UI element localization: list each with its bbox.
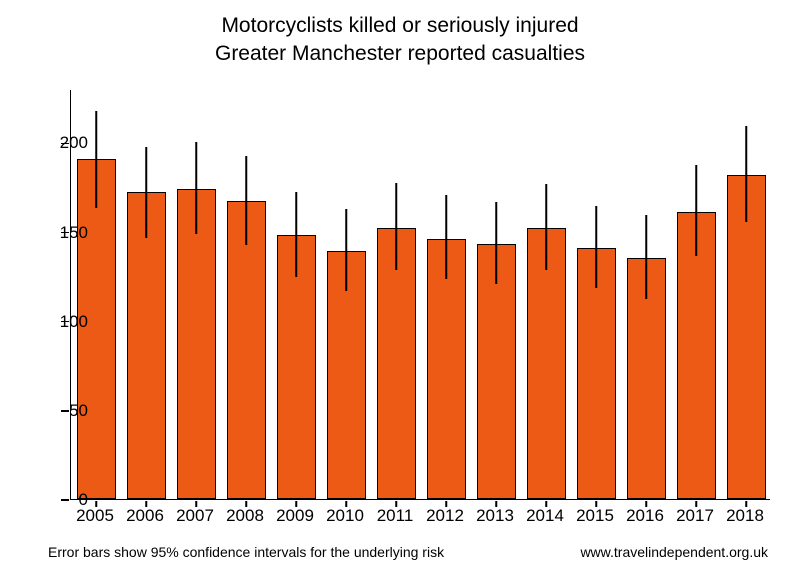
footer-note: Error bars show 95% confidence intervals…	[48, 544, 444, 560]
footer-source: www.travelindependent.org.uk	[580, 544, 768, 560]
x-tick-label: 2015	[576, 506, 614, 526]
x-tick-label: 2010	[326, 506, 364, 526]
x-tick-label: 2006	[126, 506, 164, 526]
y-tick	[61, 499, 69, 501]
x-tick-label: 2009	[276, 506, 314, 526]
x-tick-label: 2016	[626, 506, 664, 526]
x-tick-label: 2011	[377, 506, 414, 526]
plot-area	[70, 90, 770, 500]
error-bar	[545, 184, 547, 270]
x-tick-label: 2014	[526, 506, 564, 526]
error-bar	[245, 156, 247, 245]
error-bar	[345, 209, 347, 291]
error-bar	[445, 195, 447, 279]
chart-container: Motorcyclists killed or seriously injure…	[0, 0, 800, 580]
y-tick-label: 50	[69, 401, 88, 421]
x-tick-label: 2013	[476, 506, 514, 526]
title-line-2: Greater Manchester reported casualties	[0, 40, 800, 68]
x-tick-label: 2017	[676, 506, 714, 526]
x-tick-label: 2005	[76, 506, 114, 526]
y-tick-label: 150	[60, 223, 88, 243]
error-bar	[645, 215, 647, 299]
chart-title: Motorcyclists killed or seriously injure…	[0, 12, 800, 69]
bar	[227, 201, 266, 499]
title-line-1: Motorcyclists killed or seriously injure…	[0, 12, 800, 40]
x-tick-label: 2007	[176, 506, 214, 526]
error-bar	[745, 126, 747, 222]
x-tick-label: 2018	[726, 506, 764, 526]
bar	[127, 192, 166, 499]
x-tick-label: 2008	[226, 506, 264, 526]
x-tick-label: 2012	[426, 506, 464, 526]
y-tick	[61, 410, 69, 412]
error-bar	[495, 202, 497, 284]
error-bar	[195, 142, 197, 235]
error-bar	[95, 111, 97, 207]
y-tick-label: 100	[60, 312, 88, 332]
bar	[177, 189, 216, 499]
error-bar	[695, 165, 697, 256]
error-bar	[295, 192, 297, 278]
error-bar	[145, 147, 147, 238]
error-bar	[595, 206, 597, 288]
bar	[727, 175, 766, 499]
error-bar	[395, 183, 397, 270]
y-tick-label: 200	[60, 133, 88, 153]
